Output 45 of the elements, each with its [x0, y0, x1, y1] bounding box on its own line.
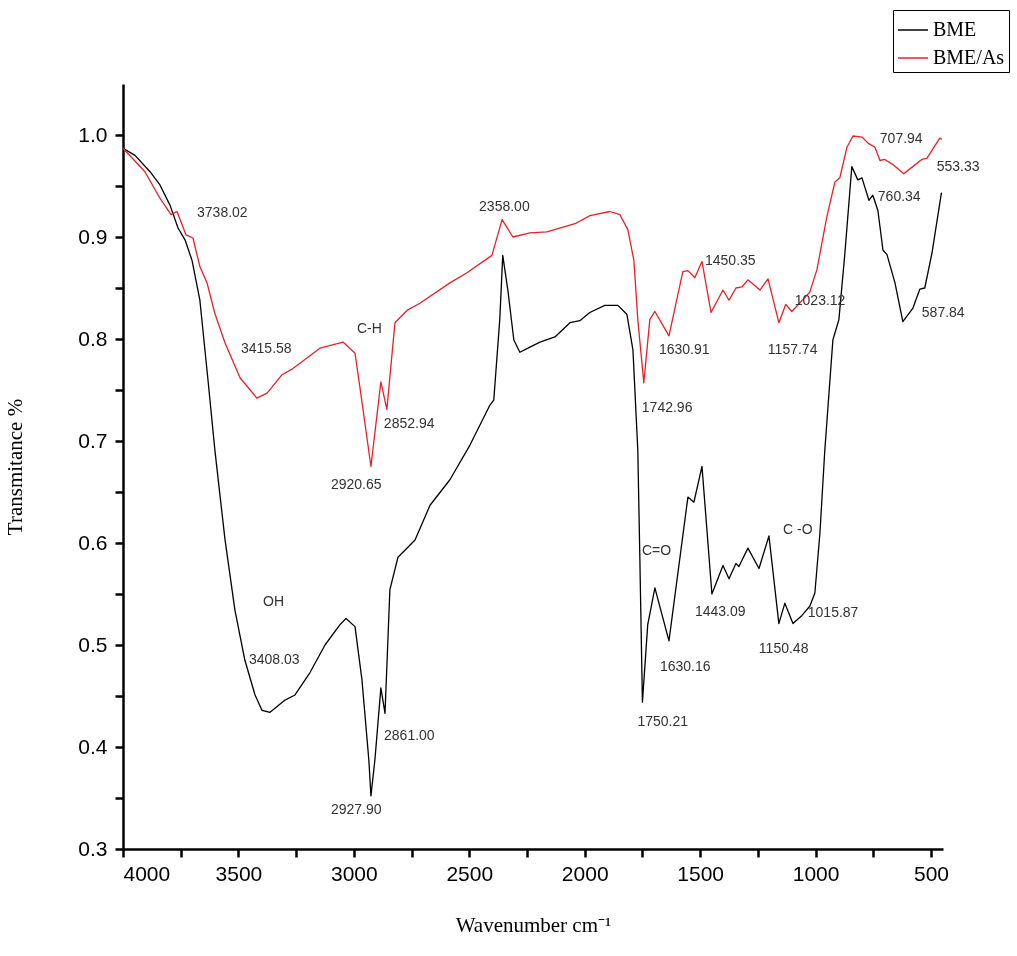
annotation: 2852.94: [383, 415, 435, 432]
annotation: 1157.74: [767, 340, 818, 357]
x-tick-label: 2500: [446, 861, 494, 885]
x-tick-label: 4000: [123, 861, 171, 885]
annotation: 3408.03: [249, 651, 300, 667]
x-tick-label: 1000: [792, 861, 840, 885]
annotation: 1450.35: [704, 252, 756, 269]
x-tick-label: 3000: [331, 861, 378, 885]
annotation: 760.34: [877, 188, 921, 205]
y-tick-label: 0.8: [78, 326, 108, 350]
annotation: 3738.02: [197, 203, 248, 220]
annotation: C -O: [783, 521, 813, 537]
annotation: OH: [263, 593, 284, 609]
y-tick-label: 1.0: [78, 122, 108, 146]
annotation: 1742.96: [641, 398, 693, 415]
x-axis-title: Wavenumber cm⁻¹: [455, 912, 612, 937]
y-tick-label: 0.5: [78, 632, 108, 656]
annotation: 2861.00: [384, 727, 435, 744]
y-tick-label: 0.4: [78, 734, 108, 758]
legend-label: BME: [933, 18, 977, 40]
annotation: 1443.09: [694, 603, 746, 619]
annotation: 1630.91: [658, 340, 710, 357]
y-tick-label: 0.3: [78, 836, 108, 860]
annotation: 707.94: [879, 130, 923, 147]
annotation: 3415.58: [241, 340, 292, 356]
y-tick-label: 0.7: [78, 428, 108, 452]
annotation: 1150.48: [758, 639, 809, 656]
x-tick-label: 2000: [561, 861, 609, 885]
annotation: 1630.16: [659, 657, 711, 674]
x-tick-label: 3500: [215, 861, 263, 885]
y-tick-label: 0.9: [78, 224, 108, 248]
annotation: 1750.21: [637, 713, 689, 730]
legend-label: BME/As: [933, 46, 1005, 68]
annotation: C-H: [357, 320, 382, 336]
annotation: 1015.87: [807, 604, 859, 621]
annotation: C=O: [642, 542, 672, 558]
x-tick-label: 500: [913, 861, 950, 885]
x-tick-label: 1500: [677, 861, 724, 885]
annotation: 2358.00: [479, 197, 530, 214]
annotation: 2927.90: [330, 800, 382, 817]
annotation: 553.33: [936, 158, 980, 175]
y-tick-label: 0.6: [78, 530, 108, 554]
y-axis-title: Transmitance %: [3, 398, 28, 536]
annotation: 2920.65: [330, 475, 382, 492]
annotation: 587.84: [921, 303, 965, 320]
